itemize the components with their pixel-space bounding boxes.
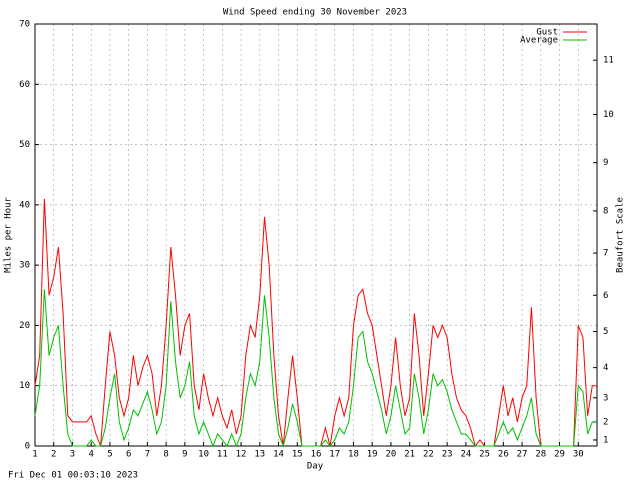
x-tick-label: 20 <box>386 450 397 460</box>
y2-tick-label: 8 <box>603 206 608 216</box>
chart-title: Wind Speed ending 30 November 2023 <box>223 8 407 18</box>
y2-tick-label: 10 <box>603 110 614 120</box>
x-tick-label: 13 <box>254 450 265 460</box>
x-tick-label: 12 <box>236 450 247 460</box>
y-tick-label: 70 <box>19 20 30 30</box>
y2-tick-label: 7 <box>603 249 608 259</box>
x-tick-label: 4 <box>88 450 93 460</box>
x-tick-label: 16 <box>311 450 322 460</box>
y-tick-label: 10 <box>19 381 30 391</box>
x-tick-label: 19 <box>367 450 378 460</box>
x-tick-label: 9 <box>182 450 187 460</box>
x-tick-label: 11 <box>217 450 228 460</box>
x-tick-label: 28 <box>535 450 546 460</box>
legend-label: Gust <box>536 28 558 38</box>
y-axis-label: Miles per Hour <box>4 196 14 272</box>
x-tick-label: 18 <box>348 450 359 460</box>
x-tick-label: 6 <box>126 450 131 460</box>
y-tick-label: 60 <box>19 80 30 90</box>
x-tick-label: 10 <box>198 450 209 460</box>
x-tick-label: 2 <box>51 450 56 460</box>
y-tick-label: 40 <box>19 200 30 210</box>
y-tick-label: 50 <box>19 140 30 150</box>
x-tick-label: 7 <box>145 450 150 460</box>
y2-tick-label: 9 <box>603 158 608 168</box>
y2-tick-label: 3 <box>603 393 608 403</box>
x-tick-label: 25 <box>479 450 490 460</box>
x-tick-label: 17 <box>329 450 340 460</box>
x-tick-label: 15 <box>292 450 303 460</box>
x-tick-label: 21 <box>404 450 415 460</box>
x-tick-label: 1 <box>32 450 37 460</box>
x-tick-label: 27 <box>517 450 528 460</box>
y2-tick-label: 6 <box>603 291 608 301</box>
x-tick-label: 26 <box>498 450 509 460</box>
x-tick-label: 8 <box>163 450 168 460</box>
y-tick-label: 20 <box>19 321 30 331</box>
y2-tick-label: 2 <box>603 417 608 427</box>
y2-tick-label: 1 <box>603 435 608 445</box>
x-tick-label: 22 <box>423 450 434 460</box>
footer: Fri Dec 01 00:03:10 2023 <box>8 471 138 480</box>
x-tick-label: 14 <box>273 450 284 460</box>
y-tick-label: 30 <box>19 261 30 271</box>
series-line <box>34 289 597 448</box>
x-tick-label: 29 <box>554 450 565 460</box>
legend-label: Average <box>520 36 558 46</box>
x-tick-label: 24 <box>460 450 471 460</box>
y2-tick-label: 11 <box>603 56 614 66</box>
y2-axis-label: Beaufort Scale <box>616 197 626 273</box>
x-tick-label: 5 <box>107 450 112 460</box>
y2-tick-label: 5 <box>603 327 608 337</box>
x-tick-label: 3 <box>70 450 75 460</box>
y2-tick-label: 4 <box>603 363 608 373</box>
y-tick-label: 0 <box>25 442 30 452</box>
x-tick-label: 23 <box>442 450 453 460</box>
x-tick-label: 30 <box>573 450 584 460</box>
x-axis-label: Day <box>307 462 324 472</box>
